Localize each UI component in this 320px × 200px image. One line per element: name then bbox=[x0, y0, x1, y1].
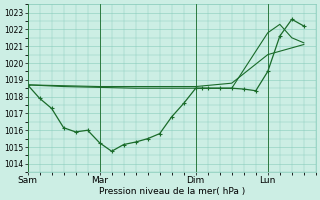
X-axis label: Pression niveau de la mer( hPa ): Pression niveau de la mer( hPa ) bbox=[99, 187, 245, 196]
